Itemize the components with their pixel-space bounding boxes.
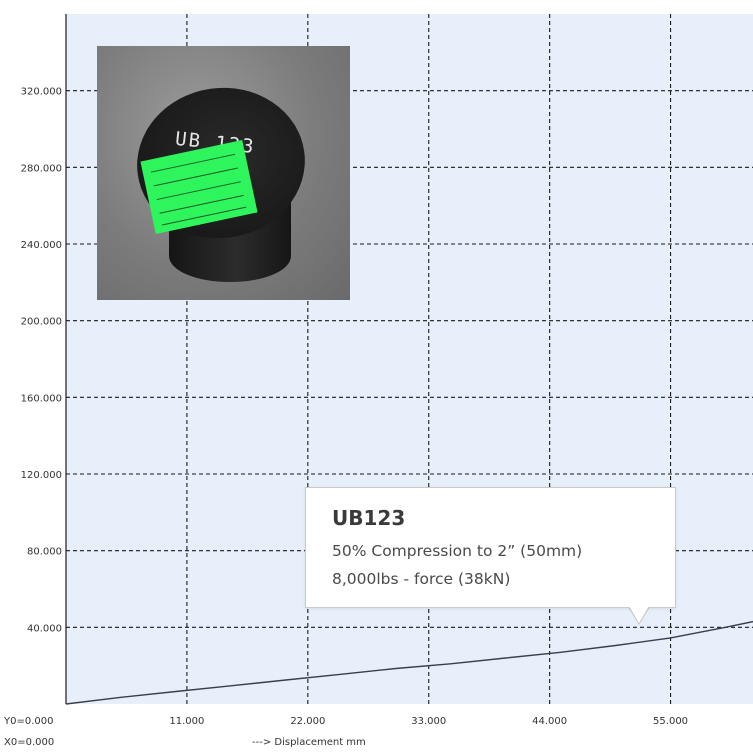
y-tick-label: 120.000 [21,470,62,481]
x-tick-label: 55.000 [653,716,688,727]
sample-photo: UB 123 [97,46,350,300]
tick-layer: 11.000 22.000 33.000 44.000 55.000 40.000 80.0… [21,87,688,727]
callout-line: 50% Compression to 2” (50mm) [332,542,583,560]
callout-line: 8,000lbs - force (38kN) [332,570,511,588]
x-tick-label: 22.000 [290,716,325,727]
y-tick-label: 280.000 [21,163,62,174]
x-tick-label: 44.000 [532,716,567,727]
x-axis-title: ---> Displacement mm [252,737,366,748]
x0-label: X0=0.000 [4,737,54,748]
y-tick-label: 160.000 [21,393,62,404]
y-tick-label: 80.000 [27,547,62,558]
y-tick-label: 240.000 [21,240,62,251]
y-tick-label: 200.000 [21,317,62,328]
y-tick-label: 40.000 [27,623,62,634]
x-tick-label: 33.000 [411,716,446,727]
x-tick-label: 11.000 [169,716,204,727]
y0-label: Y0=0.000 [3,716,53,727]
series-layer [65,620,753,705]
series-line [65,620,753,705]
label-line [159,194,244,214]
callout-title: UB123 [332,506,406,530]
annotation-callout: UB123 50% Compression to 2” (50mm) 8,000… [305,487,676,608]
callout-pointer-inner [629,606,649,623]
y-tick-label: 320.000 [21,87,62,98]
